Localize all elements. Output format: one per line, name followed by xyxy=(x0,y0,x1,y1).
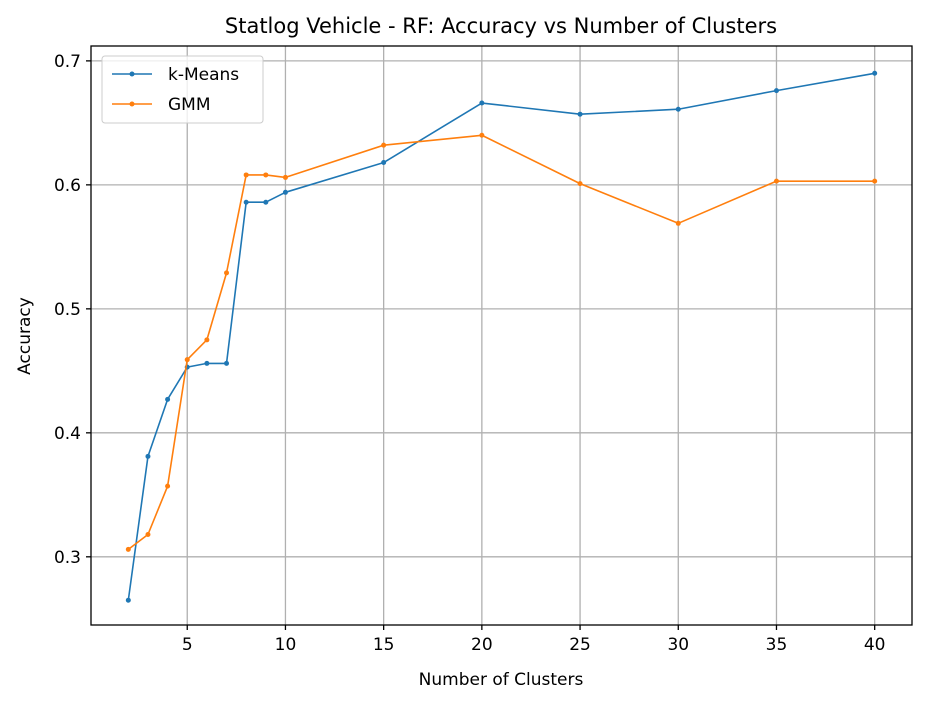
data-point-gmm xyxy=(479,132,485,138)
data-point-k-means xyxy=(204,360,210,366)
x-axis-label: Number of Clusters xyxy=(419,670,584,690)
chart-title: Statlog Vehicle - RF: Accuracy vs Number… xyxy=(225,14,777,38)
data-point-k-means xyxy=(224,360,230,366)
data-point-gmm xyxy=(125,546,131,552)
data-point-gmm xyxy=(282,174,288,180)
legend-box xyxy=(101,55,264,124)
x-tick-label: 20 xyxy=(471,635,493,655)
series-lines xyxy=(125,70,878,603)
axis-ticks: 5 10 15 20 25 30 35 40 0.3 0.4 0.5 0.6 0.7 xyxy=(54,52,886,655)
data-point-k-means xyxy=(675,106,681,112)
y-tick-label: 0.6 xyxy=(54,176,81,196)
legend-label-gmm: GMM xyxy=(168,95,211,115)
y-tick-label: 0.3 xyxy=(54,548,81,568)
legend: k-Means GMM xyxy=(101,55,264,124)
grid-lines xyxy=(91,46,912,625)
data-point-k-means xyxy=(479,100,485,106)
data-point-gmm xyxy=(204,337,210,343)
y-tick-label: 0.5 xyxy=(54,300,81,320)
data-point-k-means xyxy=(243,199,249,205)
data-point-gmm xyxy=(773,178,779,184)
data-point-k-means xyxy=(577,111,583,117)
data-point-gmm xyxy=(224,270,230,276)
data-point-k-means xyxy=(381,160,387,166)
y-axis-label: Accuracy xyxy=(15,297,35,375)
data-point-gmm xyxy=(381,142,387,148)
legend-marker-gmm xyxy=(129,101,135,107)
data-point-gmm xyxy=(577,181,583,187)
x-tick-label: 25 xyxy=(569,635,591,655)
legend-marker-k-means xyxy=(129,71,135,77)
data-point-gmm xyxy=(872,178,878,184)
data-point-gmm xyxy=(675,220,681,226)
data-point-k-means xyxy=(282,189,288,195)
data-point-gmm xyxy=(243,172,249,178)
x-tick-label: 30 xyxy=(667,635,689,655)
data-point-k-means xyxy=(165,396,171,402)
data-point-k-means xyxy=(145,453,151,459)
data-point-k-means xyxy=(773,88,779,94)
x-tick-label: 35 xyxy=(766,635,788,655)
data-point-gmm xyxy=(165,483,171,489)
data-point-k-means xyxy=(872,70,878,76)
x-tick-label: 40 xyxy=(864,635,886,655)
data-point-gmm xyxy=(145,531,151,537)
x-tick-label: 10 xyxy=(275,635,297,655)
data-point-k-means xyxy=(125,597,131,603)
data-point-gmm xyxy=(263,172,269,178)
plot-area-frame xyxy=(90,45,913,626)
legend-label-k-means: k-Means xyxy=(168,65,239,85)
y-tick-label: 0.7 xyxy=(54,52,81,72)
y-tick-label: 0.4 xyxy=(54,424,81,444)
series-k-means xyxy=(125,70,878,603)
series-gmm xyxy=(125,132,878,552)
data-point-gmm xyxy=(184,357,190,363)
data-point-k-means xyxy=(263,199,269,205)
x-tick-label: 15 xyxy=(373,635,395,655)
x-tick-label: 5 xyxy=(182,635,193,655)
